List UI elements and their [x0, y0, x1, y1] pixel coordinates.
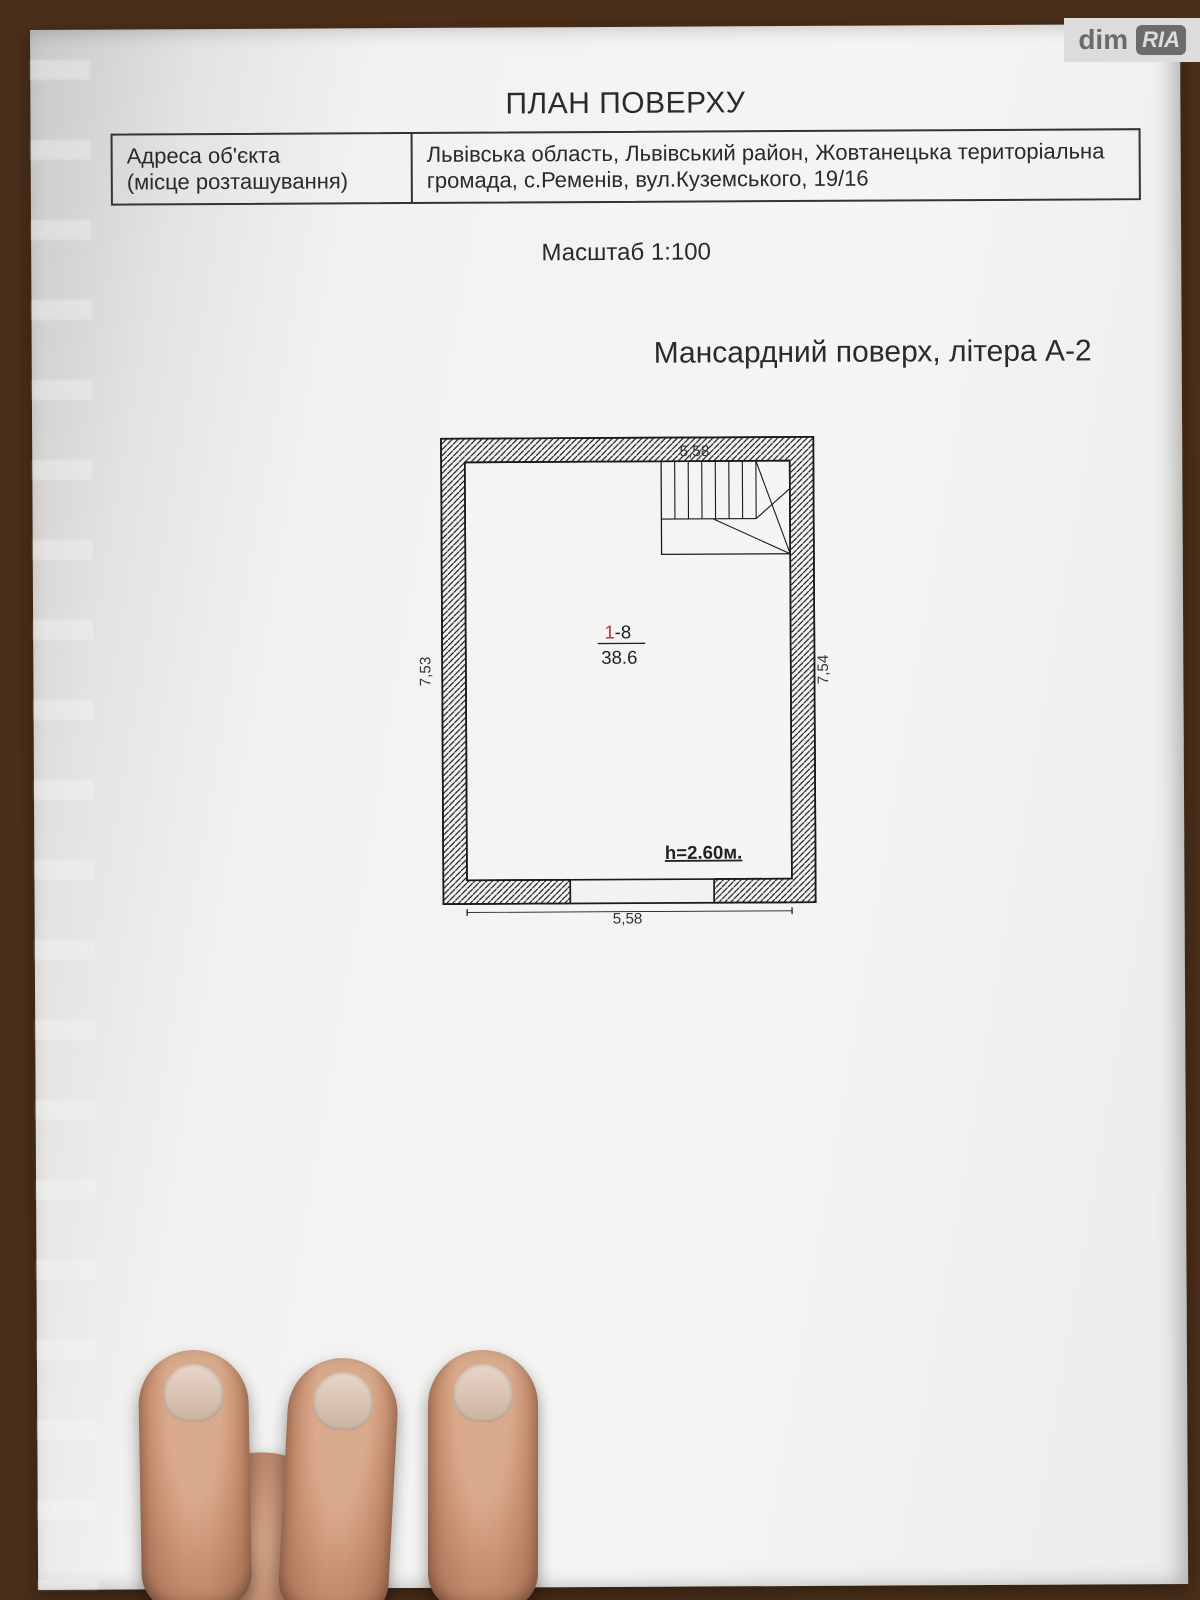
finger — [138, 1349, 253, 1600]
floor-plan-svg: 5,58 5,58 7,53 7,54 1-8 38.6 h=2.60м. — [407, 420, 850, 947]
floor-plan: 5,58 5,58 7,53 7,54 1-8 38.6 h=2.60м. — [407, 420, 850, 972]
svg-text:1: 1 — [604, 621, 614, 642]
svg-text:h=2.60м.: h=2.60м. — [665, 842, 743, 863]
scale-label: Масштаб 1:100 — [101, 236, 1151, 269]
watermark-sub: RIA — [1136, 25, 1186, 55]
finger — [428, 1350, 538, 1600]
finger — [277, 1355, 400, 1600]
photo-scene: ПЛАН ПОВЕРХУ Адреса об'єкта (місце розта… — [0, 0, 1200, 1600]
svg-text:7,54: 7,54 — [815, 654, 832, 684]
document-content: ПЛАН ПОВЕРХУ Адреса об'єкта (місце розта… — [100, 64, 1158, 1549]
svg-text:38.6: 38.6 — [601, 647, 637, 668]
fingernail — [163, 1363, 224, 1422]
hand — [140, 1350, 538, 1600]
doc-title: ПЛАН ПОВЕРХУ — [100, 84, 1150, 123]
svg-text:5,58: 5,58 — [613, 910, 643, 927]
svg-text:7,53: 7,53 — [417, 657, 434, 687]
address-value: Львівська область, Львівський район, Жов… — [413, 130, 1139, 202]
floor-label: Мансардний поверх, літера А-2 — [102, 334, 1092, 373]
address-label: Адреса об'єкта (місце розташування) — [113, 134, 413, 204]
fingernail — [312, 1371, 375, 1432]
address-row: Адреса об'єкта (місце розташування) Льві… — [111, 128, 1141, 205]
fingernail — [453, 1364, 513, 1422]
watermark-brand: dim — [1078, 24, 1128, 56]
watermark: dim RIA — [1064, 18, 1200, 62]
svg-text:-8: -8 — [615, 621, 632, 642]
svg-text:5,58: 5,58 — [680, 443, 710, 460]
notebook-spiral — [30, 30, 98, 1590]
